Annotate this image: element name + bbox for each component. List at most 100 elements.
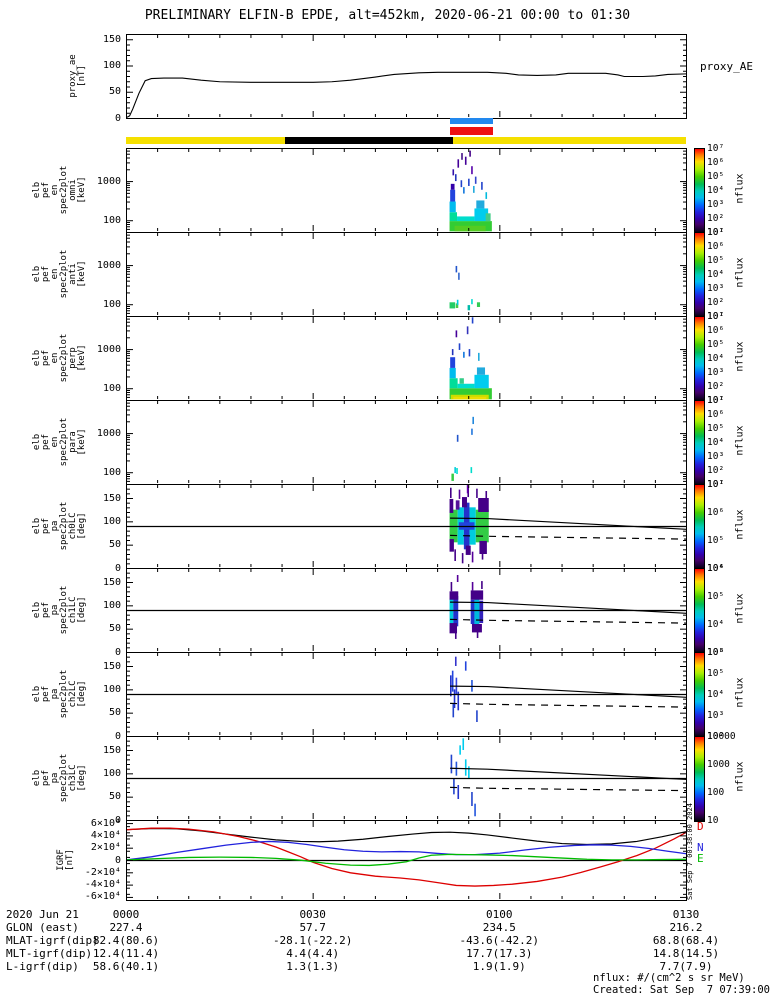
created-timestamp: Created: Sat Sep 7 07:39:00 2024 <box>593 984 771 996</box>
colorbar-label: 10⁷ <box>707 395 725 406</box>
colorbar-unit-en_para: nflux <box>734 425 746 456</box>
panel-label-en_para: elb pef en spec2plot para [keV] <box>32 417 87 467</box>
colorbar-label: 1000 <box>707 759 730 770</box>
annotation-value: 0000 <box>112 908 140 921</box>
panel-label-pa_ch0lc: elb pef pa spec2plot ch0LC [deg] <box>32 501 87 551</box>
annotation-value: -43.6(-42.2) <box>459 934 540 947</box>
annotation-value: 4.4(4.4) <box>286 947 340 960</box>
colorbar-label: 10⁴ <box>707 563 725 574</box>
annotation-row-label: MLT-igrf(dip) <box>6 947 93 960</box>
panel-pa_ch0lc-plot <box>126 484 687 569</box>
colorbar-label: 10⁶ <box>707 325 725 336</box>
ytick-pa_ch0lc: 150 <box>102 492 121 504</box>
colorbar-label: 10⁵ <box>707 339 725 350</box>
right-label-proxy_ae: proxy_AE <box>700 60 753 73</box>
ytick-igrf: 0 <box>114 854 121 866</box>
colorbar-label: 10⁷ <box>707 227 725 238</box>
annotation-value: 1.9(1.9) <box>472 960 526 973</box>
colorbar-label: 10³ <box>707 710 725 721</box>
annotation-value: 227.4 <box>109 921 143 934</box>
colorbar-label: 10⁵ <box>707 535 725 546</box>
annotation-value: 0100 <box>486 908 513 921</box>
panel-label-en_perp: elb pef en spec2plot perp [keV] <box>32 333 87 383</box>
ytick-proxy_ae: 0 <box>114 112 121 124</box>
science-zone-blue-bar <box>449 118 494 124</box>
ytick-proxy_ae: 150 <box>102 33 121 45</box>
colorbar-label: 10⁴ <box>707 185 725 196</box>
colorbar-label: 10⁶ <box>707 157 725 168</box>
colorbar-label: 10² <box>707 381 725 392</box>
panel-en_para-plot <box>126 400 687 485</box>
ytick-igrf: 2×10⁴ <box>90 842 121 854</box>
colorbar-label: 10³ <box>707 451 725 462</box>
colorbar-label: 100 <box>707 787 725 798</box>
plot-title: PRELIMINARY ELFIN-B EPDE, alt=452km, 202… <box>144 8 631 23</box>
ytick-en_omni: 100 <box>102 214 121 226</box>
colorbar-unit-pa_ch3lc: nflux <box>734 761 746 792</box>
colorbar-pa_ch0lc <box>694 484 705 570</box>
colorbar-pa_ch1lc <box>694 568 705 654</box>
colorbar-pa_ch3lc <box>694 736 705 822</box>
colorbar-unit-en_omni: nflux <box>734 173 746 204</box>
legend-N: N <box>697 841 704 854</box>
colorbar-label: 10² <box>707 213 725 224</box>
ytick-pa_ch2lc: 50 <box>108 707 121 719</box>
annotation-value: 82.4(80.6) <box>92 934 160 947</box>
ytick-igrf: 6×10⁴ <box>90 817 121 829</box>
ytick-pa_ch1lc: 100 <box>102 599 121 611</box>
ytick-pa_ch2lc: 100 <box>102 683 121 695</box>
ytick-en_perp: 100 <box>102 382 121 394</box>
colorbar-label: 10² <box>707 297 725 308</box>
colorbar-label: 10³ <box>707 647 725 658</box>
colorbar-label: 10⁷ <box>707 143 725 154</box>
colorbar-label: 10⁵ <box>707 423 725 434</box>
colorbar-pa_ch2lc <box>694 652 705 738</box>
panel-en_perp-plot <box>126 316 687 401</box>
annotation-value: 1.3(1.3) <box>286 960 340 973</box>
colorbar-label: 10⁵ <box>707 591 725 602</box>
ytick-pa_ch0lc: 0 <box>114 562 121 574</box>
colorbar-label: 10⁷ <box>707 479 725 490</box>
ytick-pa_ch2lc: 150 <box>102 660 121 672</box>
ytick-pa_ch3lc: 0 <box>114 814 121 826</box>
panel-label-pa_ch2lc: elb pef pa spec2plot ch2LC [deg] <box>32 669 87 719</box>
colorbar-en_para <box>694 400 705 486</box>
colorbar-en_anti <box>694 232 705 318</box>
panel-label-igrf: IGRF [nT] <box>56 849 75 871</box>
ytick-pa_ch3lc: 100 <box>102 767 121 779</box>
ytick-pa_ch3lc: 50 <box>108 791 121 803</box>
annotation-value: 14.8(14.5) <box>652 947 720 960</box>
ytick-pa_ch2lc: 0 <box>114 730 121 742</box>
colorbar-label: 10000 <box>707 731 736 742</box>
annotation-row-label: MLAT-igrf(dip) <box>6 934 99 947</box>
colorbar-label: 10¹ <box>707 227 725 238</box>
panel-label-en_anti: elb pef en spec2plot anti [keV] <box>32 249 87 299</box>
colorbar-label: 10⁶ <box>707 647 725 658</box>
ytick-en_para: 100 <box>102 466 121 478</box>
annotation-value: 0130 <box>672 908 700 921</box>
panel-en_omni-plot <box>126 148 687 233</box>
colorbar-en_omni <box>694 148 705 234</box>
colorbar-label: 10² <box>707 465 725 476</box>
ytick-igrf: -2×10⁴ <box>84 866 121 878</box>
colorbar-label: 10⁵ <box>707 255 725 266</box>
ytick-en_omni: 1000 <box>96 175 121 187</box>
status-black-segment <box>284 137 453 144</box>
panel-label-proxy_ae: proxy_ae [nT] <box>68 54 87 98</box>
colorbar-label: 10¹ <box>707 311 725 322</box>
annotation-value: 234.5 <box>482 921 516 934</box>
colorbar-label: 10² <box>707 731 725 742</box>
colorbar-unit-en_perp: nflux <box>734 341 746 372</box>
colorbar-label: 10⁷ <box>707 311 725 322</box>
colorbar-label: 10⁶ <box>707 507 725 518</box>
panel-en_anti-plot <box>126 232 687 317</box>
annotation-value: 17.7(17.3) <box>466 947 533 960</box>
science-zone-red-bar <box>449 127 494 135</box>
annotation-value: 216.2 <box>669 921 703 934</box>
ytick-pa_ch1lc: 0 <box>114 646 121 658</box>
panel-label-en_omni: elb pef en spec2plot omni [keV] <box>32 165 87 215</box>
nflux-units-note: nflux: #/(cm^2 s sr MeV) <box>593 972 745 984</box>
colorbar-label: 10³ <box>707 283 725 294</box>
panel-pa_ch1lc-plot <box>126 568 687 653</box>
